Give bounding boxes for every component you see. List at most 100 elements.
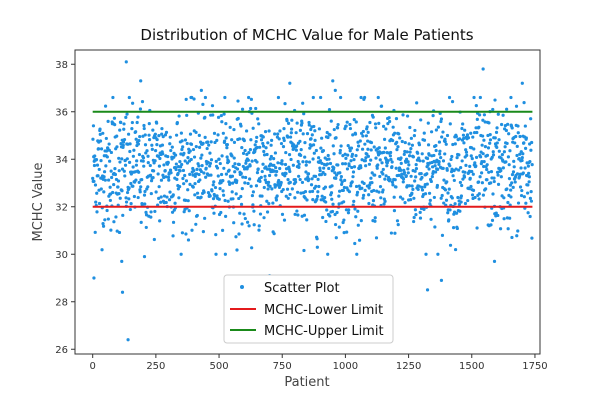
scatter-point bbox=[345, 120, 349, 124]
scatter-point bbox=[406, 171, 410, 175]
scatter-point bbox=[383, 199, 387, 203]
scatter-point bbox=[367, 186, 371, 190]
scatter-point bbox=[234, 235, 238, 239]
scatter-point bbox=[120, 189, 124, 193]
scatter-point bbox=[336, 122, 340, 127]
scatter-point bbox=[310, 189, 315, 193]
scatter-point bbox=[509, 188, 513, 192]
scatter-point bbox=[459, 194, 463, 198]
scatter-point bbox=[257, 228, 261, 232]
scatter-point bbox=[103, 218, 107, 222]
scatter-point bbox=[131, 165, 135, 169]
scatter-point bbox=[429, 130, 434, 134]
scatter-point bbox=[284, 167, 289, 171]
scatter-point bbox=[528, 196, 533, 200]
scatter-point bbox=[465, 153, 469, 157]
scatter-point bbox=[126, 132, 131, 136]
scatter-point bbox=[121, 213, 125, 217]
scatter-point bbox=[166, 154, 170, 159]
scatter-point bbox=[522, 141, 526, 145]
scatter-point bbox=[412, 196, 416, 200]
scatter-point bbox=[400, 172, 404, 176]
scatter-point bbox=[275, 169, 279, 174]
scatter-point bbox=[92, 276, 96, 280]
scatter-point bbox=[221, 131, 225, 135]
legend-label-upper-limit: MCHC-Upper Limit bbox=[264, 324, 384, 339]
scatter-point bbox=[361, 134, 365, 138]
scatter-point bbox=[215, 138, 219, 142]
scatter-point bbox=[447, 218, 451, 222]
scatter-point bbox=[107, 142, 111, 146]
scatter-point bbox=[448, 164, 452, 168]
scatter-point bbox=[330, 197, 334, 201]
scatter-point bbox=[202, 171, 206, 175]
scatter-point bbox=[195, 213, 199, 218]
scatter-point bbox=[522, 101, 526, 105]
scatter-point bbox=[200, 163, 204, 168]
scatter-point bbox=[112, 220, 116, 224]
scatter-point bbox=[249, 184, 253, 188]
scatter-point bbox=[108, 198, 112, 203]
scatter-point bbox=[146, 154, 150, 158]
scatter-point bbox=[199, 88, 203, 92]
scatter-point bbox=[298, 177, 302, 182]
scatter-point bbox=[119, 142, 123, 146]
scatter-point bbox=[466, 198, 470, 203]
scatter-point bbox=[495, 145, 499, 150]
scatter-point bbox=[199, 195, 203, 199]
scatter-point bbox=[344, 208, 349, 212]
scatter-point bbox=[306, 172, 311, 176]
scatter-point bbox=[403, 200, 407, 205]
scatter-point bbox=[462, 175, 467, 179]
scatter-point bbox=[436, 167, 440, 171]
scatter-point bbox=[179, 131, 183, 135]
scatter-point bbox=[263, 178, 267, 182]
scatter-point bbox=[162, 194, 167, 198]
scatter-point bbox=[153, 209, 157, 214]
scatter-point bbox=[230, 174, 235, 178]
scatter-point bbox=[213, 185, 218, 190]
scatter-point bbox=[377, 190, 381, 194]
scatter-point bbox=[359, 219, 363, 223]
scatter-point bbox=[294, 180, 298, 184]
scatter-point bbox=[399, 156, 403, 160]
scatter-point bbox=[188, 182, 192, 186]
scatter-point bbox=[340, 180, 344, 184]
scatter-point bbox=[440, 233, 445, 237]
scatter-point bbox=[92, 163, 97, 168]
scatter-point bbox=[376, 95, 380, 100]
scatter-point bbox=[425, 156, 430, 161]
scatter-point bbox=[319, 95, 323, 100]
scatter-point bbox=[127, 197, 131, 201]
scatter-point bbox=[289, 157, 293, 162]
scatter-point bbox=[282, 127, 286, 131]
scatter-point bbox=[283, 102, 287, 106]
scatter-point bbox=[367, 162, 372, 166]
scatter-point bbox=[91, 124, 96, 128]
scatter-point bbox=[144, 210, 148, 214]
scatter-point bbox=[282, 218, 287, 222]
scatter-point bbox=[209, 158, 214, 162]
scatter-point bbox=[338, 151, 342, 155]
scatter-point bbox=[406, 160, 410, 164]
scatter-point bbox=[299, 191, 303, 195]
scatter-point bbox=[246, 158, 250, 162]
scatter-point bbox=[491, 107, 495, 112]
scatter-point bbox=[220, 154, 224, 158]
scatter-point bbox=[366, 147, 370, 151]
scatter-point bbox=[131, 154, 135, 158]
scatter-point bbox=[253, 143, 257, 147]
scatter-point bbox=[274, 173, 278, 177]
scatter-point bbox=[266, 187, 270, 191]
scatter-point bbox=[522, 195, 526, 199]
scatter-point bbox=[215, 166, 220, 170]
scatter-point bbox=[448, 243, 453, 247]
scatter-point bbox=[388, 119, 392, 124]
scatter-point bbox=[303, 190, 308, 194]
scatter-point bbox=[401, 113, 405, 117]
scatter-point bbox=[130, 127, 134, 131]
scatter-point bbox=[351, 133, 355, 137]
scatter-point bbox=[186, 199, 190, 203]
scatter-point bbox=[274, 198, 279, 202]
scatter-point bbox=[454, 135, 458, 139]
